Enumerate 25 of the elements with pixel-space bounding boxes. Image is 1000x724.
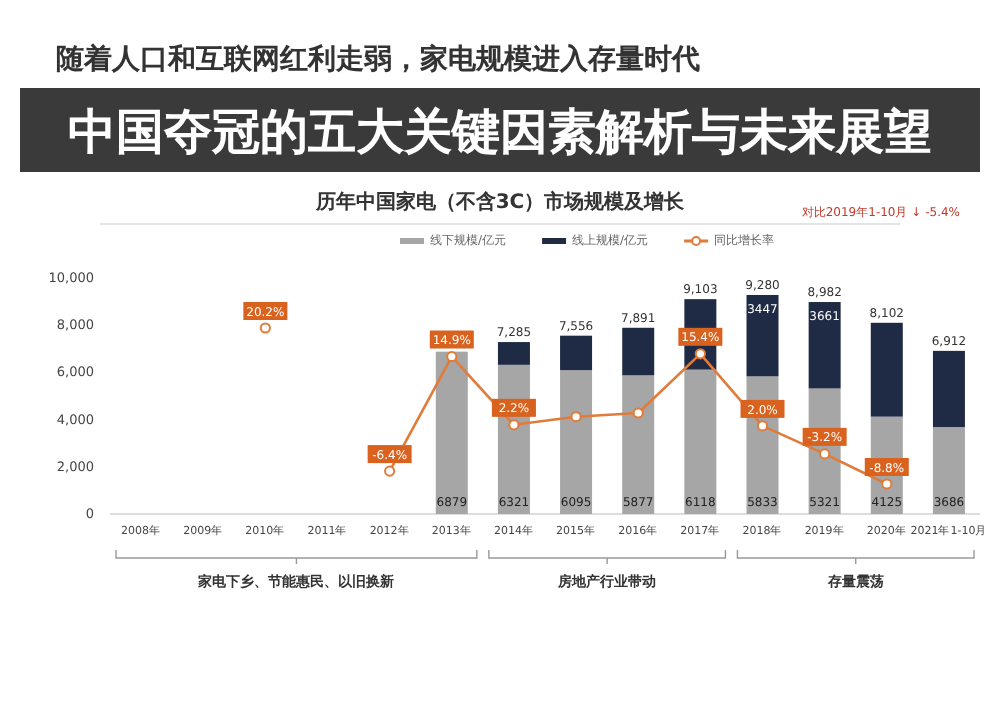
point <box>694 348 706 360</box>
bar <box>932 350 965 428</box>
bar <box>932 427 965 514</box>
bar <box>622 327 655 376</box>
point <box>881 478 893 490</box>
bar <box>560 370 593 514</box>
text: 中国夺冠的五大关键因素解析与未来展望 <box>68 104 932 160</box>
bar <box>684 369 717 514</box>
point <box>570 411 582 423</box>
bar <box>622 375 655 514</box>
point <box>508 419 520 431</box>
bar <box>435 351 468 514</box>
bar <box>497 342 530 365</box>
bar <box>808 302 841 389</box>
bar <box>560 335 593 371</box>
bar <box>746 294 779 377</box>
point <box>756 420 769 432</box>
point <box>819 448 831 460</box>
point <box>632 407 644 419</box>
point <box>259 322 271 334</box>
point <box>384 465 396 477</box>
point <box>446 350 458 363</box>
bar <box>870 322 903 417</box>
chart-subtitle: 历年中国家电（不含3C）市场规模及增长 <box>313 190 687 214</box>
chart-title: 随着人口和互联网红利走弱，家电规模进入存量时代 <box>56 42 700 76</box>
